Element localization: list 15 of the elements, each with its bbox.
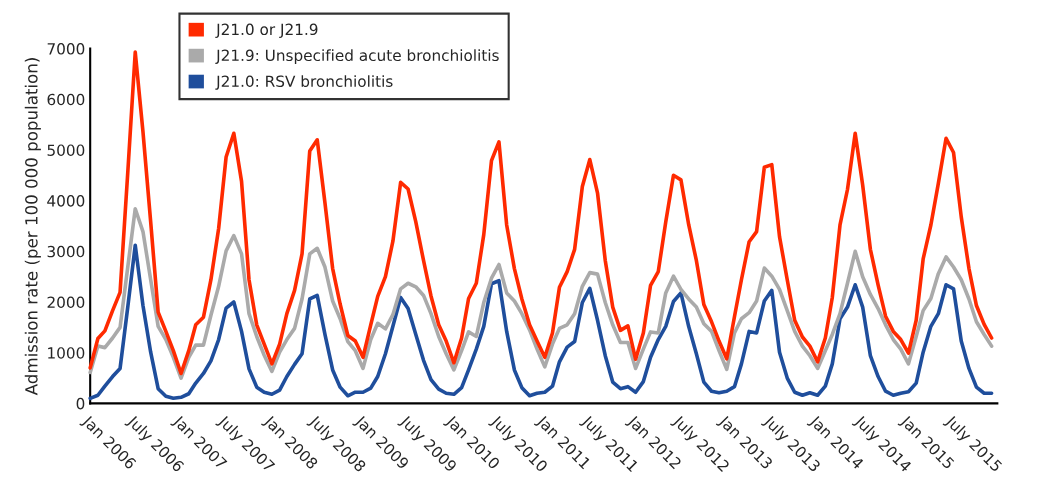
y-tick-label: 3000 <box>47 245 85 258</box>
y-tick-label: 4000 <box>47 195 85 207</box>
y-tick-label: 0 <box>76 397 85 410</box>
y-axis-title: Admission rate (per 100 000 population) <box>24 58 41 396</box>
y-tick-label: 2000 <box>47 296 85 309</box>
line-series <box>88 206 994 380</box>
legend-label: J21.9: Unspecified acute bronchiolitis <box>215 49 499 65</box>
legend-label: J21.0 or J21.9 <box>215 23 318 38</box>
line-series <box>88 50 994 376</box>
y-tick-label: 5000 <box>47 144 85 156</box>
y-tick-label: 6000 <box>47 93 85 106</box>
line-series <box>88 243 994 401</box>
legend-label: J21.0: RSV bronchiolitis <box>215 75 393 90</box>
y-tick-label: 1000 <box>48 347 85 359</box>
y-tick-label: 7000 <box>47 43 85 55</box>
